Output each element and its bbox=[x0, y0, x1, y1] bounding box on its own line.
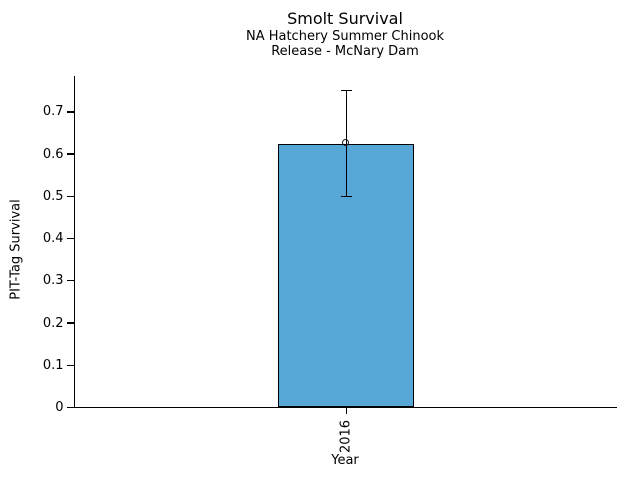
x-tick-label: 2016 bbox=[338, 419, 354, 454]
chart-header: Smolt Survival NA Hatchery Summer Chinoo… bbox=[73, 9, 617, 59]
y-tick-mark bbox=[66, 111, 74, 113]
y-tick-label: 0.2 bbox=[42, 315, 64, 331]
y-axis-label: PIT-Tag Survival bbox=[8, 199, 23, 300]
y-tick-mark bbox=[66, 153, 74, 155]
y-tick-mark bbox=[66, 406, 74, 409]
y-tick-label: 0.6 bbox=[42, 146, 64, 162]
x-tick-mark bbox=[345, 407, 347, 414]
chart-title: Smolt Survival bbox=[287, 9, 403, 28]
y-tick-label: 0.4 bbox=[42, 231, 64, 247]
chart-subtitle-line2: Release - McNary Dam bbox=[271, 44, 419, 59]
plot-area: 0 0.1 0.2 0.3 0.4 0.5 0.6 0.7 2016 PIT-Tag Surviv… bbox=[8, 76, 617, 453]
data-point-marker bbox=[341, 139, 349, 147]
error-bar-cap-bottom bbox=[340, 195, 352, 198]
chart-subtitle-line1: NA Hatchery Summer Chinook bbox=[245, 29, 445, 44]
y-tick-mark bbox=[66, 195, 74, 197]
error-bar-cap-top bbox=[340, 90, 352, 92]
y-tick-label: 0.1 bbox=[42, 357, 64, 373]
y-tick-mark bbox=[66, 364, 74, 366]
x-axis-label: Year bbox=[331, 453, 359, 468]
y-tick-label: 0.7 bbox=[42, 104, 64, 120]
y-tick-mark bbox=[66, 237, 74, 240]
y-tick-mark bbox=[66, 280, 74, 282]
y-tick-label: 0.5 bbox=[42, 188, 64, 204]
y-tick-mark bbox=[66, 322, 74, 324]
y-tick-label: 0.3 bbox=[42, 273, 64, 289]
y-tick-label: 0 bbox=[55, 400, 64, 415]
